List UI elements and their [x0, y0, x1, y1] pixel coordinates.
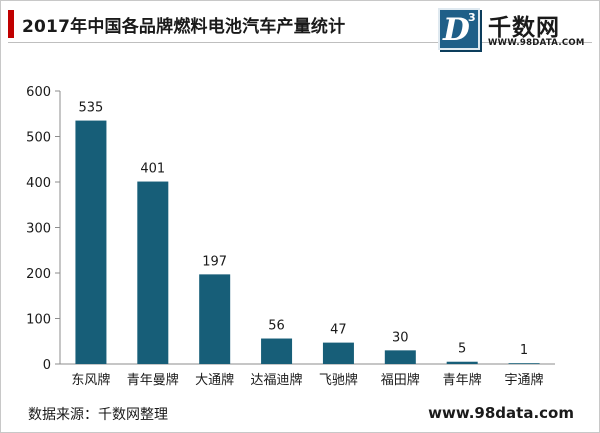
y-tick-label: 200	[26, 267, 51, 282]
bar	[508, 363, 540, 364]
x-tick-label: 青年牌	[443, 372, 482, 388]
y-tick-label: 400	[26, 176, 51, 191]
data-labels: 535 401 197 56 47 30 5 1	[79, 101, 529, 359]
data-label: 1	[520, 343, 528, 358]
y-tick-label: 500	[26, 131, 51, 146]
logo-name: 千数网	[488, 15, 560, 41]
bar	[75, 120, 107, 364]
y-tick-label: 0	[43, 358, 51, 373]
bar	[137, 181, 169, 364]
x-tick-label: 达福迪牌	[251, 372, 303, 388]
title-accent-bar	[8, 10, 14, 38]
y-axis: 0 100 200 300 400 500 600	[26, 85, 61, 373]
bar	[446, 361, 478, 364]
data-source-note: 数据来源：千数网整理	[28, 407, 168, 423]
brand-logo: D 3 千数网 WWW.98DATA.COM	[438, 8, 590, 52]
x-tick-label: 宇通牌	[505, 372, 544, 388]
logo-mark-letter: D	[443, 12, 470, 48]
bar	[199, 274, 231, 364]
chart-title: 2017年中国各品牌燃料电池汽车产量统计	[22, 17, 346, 37]
data-label: 47	[330, 323, 347, 338]
website-url: www.98data.com	[428, 404, 574, 422]
logo-url: WWW.98DATA.COM	[488, 38, 585, 48]
x-axis: 东风牌 青年曼牌 大通牌 达福迪牌 飞驰牌 福田牌 青年牌 宇通牌	[60, 363, 555, 388]
x-tick-label: 东风牌	[71, 372, 110, 388]
bar	[322, 342, 354, 364]
x-tick-label: 青年曼牌	[127, 372, 179, 388]
x-tick-label: 大通牌	[195, 372, 234, 388]
data-label: 30	[392, 330, 409, 345]
data-label: 197	[202, 254, 227, 269]
data-label: 401	[140, 162, 165, 177]
data-label: 5	[458, 342, 466, 357]
data-label: 56	[268, 319, 285, 334]
x-tick-label: 福田牌	[381, 372, 420, 388]
y-tick-label: 300	[26, 222, 51, 237]
data-label: 535	[79, 101, 104, 116]
y-tick-label: 600	[26, 85, 51, 100]
x-tick-label: 飞驰牌	[319, 372, 358, 388]
bar	[261, 338, 293, 364]
bar-series	[75, 120, 540, 364]
y-tick-label: 100	[26, 313, 51, 328]
logo-mark-superscript: 3	[468, 11, 476, 24]
title-divider	[8, 42, 592, 43]
logo-mark-icon: D 3	[438, 8, 480, 50]
bar	[384, 350, 416, 364]
